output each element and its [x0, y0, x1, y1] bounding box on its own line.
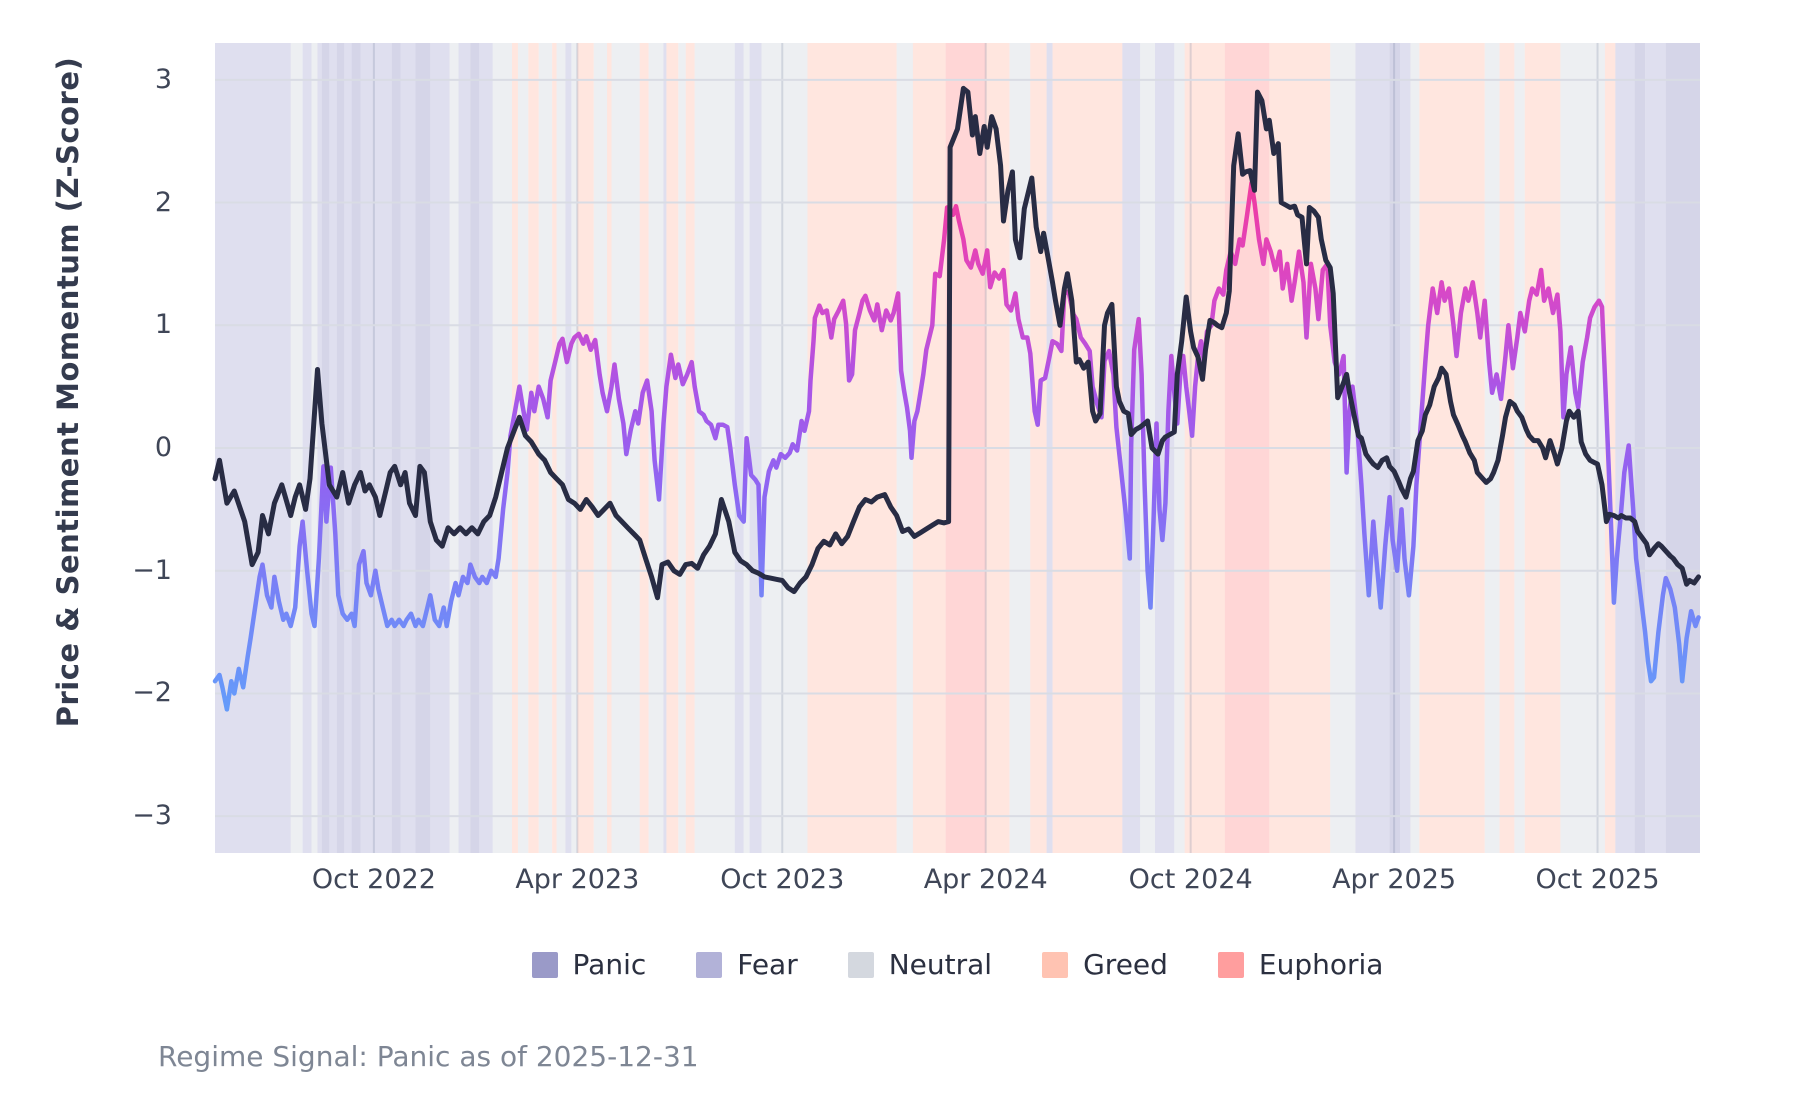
legend-swatch-panic	[531, 951, 558, 978]
legend-item-panic[interactable]: Panic	[531, 948, 647, 981]
x-tick-label: Apr 2025	[1332, 864, 1457, 895]
y-tick-label: 0	[154, 432, 172, 463]
y-tick-label: 1	[154, 309, 172, 341]
legend-item-fear[interactable]: Fear	[696, 948, 798, 981]
legend-swatch-fear	[696, 951, 723, 978]
legend-item-neutral[interactable]: Neutral	[847, 948, 993, 981]
y-tick-label: 2	[154, 186, 172, 218]
regime-legend: Panic Fear Neutral Greed Euphoria	[215, 948, 1700, 981]
regime-signal-caption: Regime Signal: Panic as of 2025-12-31	[158, 1040, 699, 1073]
legend-label: Fear	[737, 948, 798, 981]
x-tick-label: Oct 2025	[1535, 864, 1660, 895]
legend-swatch-euphoria	[1217, 951, 1244, 978]
y-tick-label: −3	[132, 800, 172, 832]
y-tick-label: 3	[154, 63, 172, 95]
legend-label: Neutral	[888, 948, 993, 981]
legend-label: Panic	[572, 948, 647, 981]
legend-item-euphoria[interactable]: Euphoria	[1217, 948, 1384, 981]
legend-swatch-greed	[1042, 951, 1069, 978]
x-tick-label: Apr 2023	[515, 864, 640, 895]
y-axis-title: Price & Sentiment Momentum (Z-Score)	[51, 56, 85, 728]
legend-swatch-neutral	[847, 951, 874, 978]
x-tick-label: Apr 2024	[923, 864, 1048, 895]
legend-label: Euphoria	[1258, 948, 1384, 981]
y-tick-label: −2	[132, 677, 172, 709]
sentiment-momentum-line	[212, 180, 1701, 712]
legend-item-greed[interactable]: Greed	[1042, 948, 1168, 981]
price-momentum-line	[212, 85, 1701, 601]
legend-label: Greed	[1083, 948, 1168, 981]
x-tick-label: Oct 2024	[1128, 864, 1253, 895]
x-tick-label: Oct 2022	[311, 864, 436, 895]
x-tick-label: Oct 2023	[720, 864, 845, 895]
y-tick-label: −1	[132, 554, 172, 586]
